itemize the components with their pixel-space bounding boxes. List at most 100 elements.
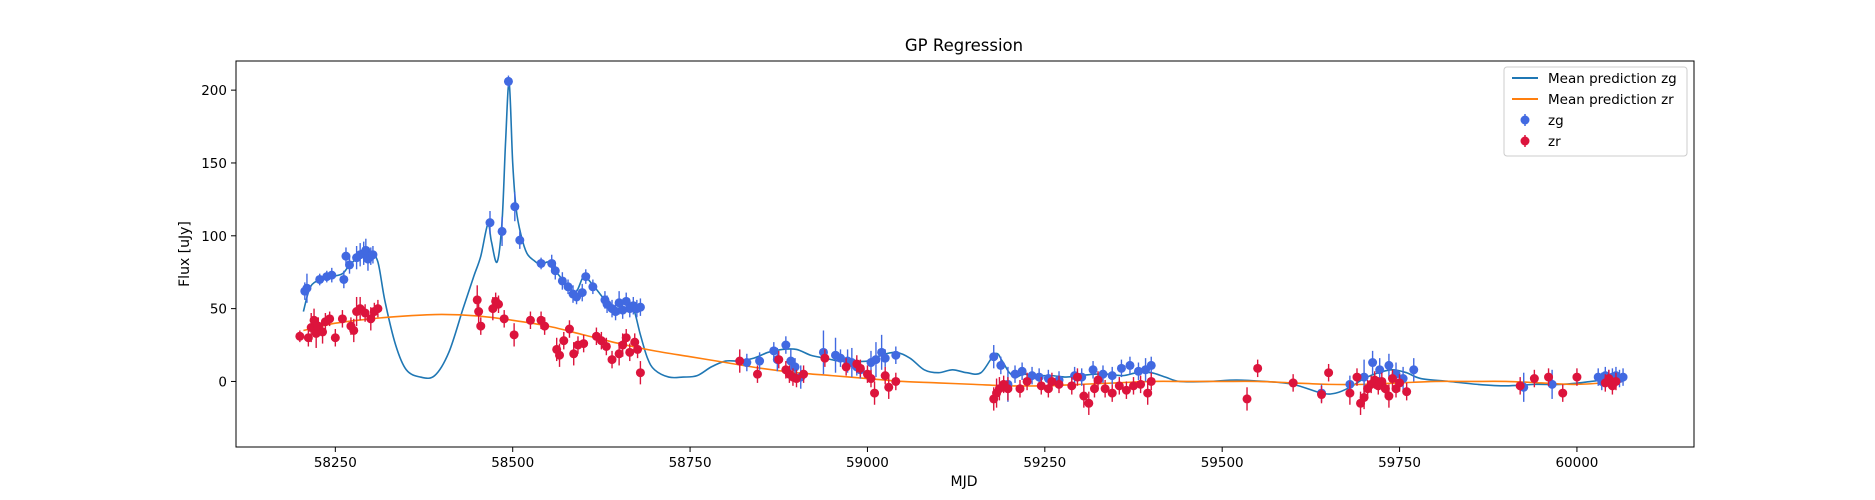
data-point-zr [1136,379,1146,389]
data-point-zg [611,307,621,317]
data-point-zg [550,266,560,276]
data-point-zr [774,355,784,365]
data-point-zr [295,331,305,341]
legend-label-zg: zg [1548,113,1564,129]
data-point-zr [635,368,645,378]
data-point-zr [1054,379,1064,389]
data-point-zr [866,374,876,384]
data-point-zr [625,347,635,357]
data-point-zg [1618,372,1628,382]
data-point-zg [563,282,573,292]
data-point-zr [1003,384,1013,394]
data-point-zr [1242,394,1252,404]
legend: Mean prediction zg Mean prediction zr zg… [1503,66,1688,157]
data-point-zr [373,304,383,314]
data-point-zr [799,369,809,379]
data-point-zr [337,314,347,324]
data-point-zr [476,321,486,331]
data-point-zr [330,333,340,343]
data-point-zr [1072,372,1082,382]
data-point-zr [525,315,535,325]
x-tick-label: 60000 [1555,455,1598,471]
legend-label-mean-zr: Mean prediction zr [1548,92,1674,108]
chart-title: GP Regression [905,36,1023,55]
data-point-zr [855,363,865,373]
data-point-zg [1375,365,1385,375]
data-point-zr [569,349,579,359]
data-point-zg [1547,379,1557,389]
y-tick-label: 100 [201,229,227,245]
data-point-zr [880,371,890,381]
data-point-zg [485,218,495,228]
data-point-zr [1317,390,1327,400]
data-point-zr [1114,381,1124,391]
plot-frame [235,60,1695,448]
data-point-zg [1034,372,1044,382]
data-point-zr [1558,388,1568,398]
data-point-zr [474,307,484,317]
data-point-zg [835,353,845,363]
data-point-zg [781,340,791,350]
data-point-zr [1384,391,1394,401]
data-point-zr [1402,387,1412,397]
x-tick-label: 58750 [669,455,712,471]
legend-label-zr: zr [1548,134,1561,150]
data-point-zg [588,282,598,292]
data-point-zg [1088,365,1098,375]
data-point-zg [1368,358,1378,368]
data-point-zg [769,346,779,356]
x-axis-label: MJD [951,474,978,490]
data-point-zr [540,321,550,331]
legend-marker-zr [1520,135,1530,147]
data-point-zg [515,235,525,245]
data-point-zr [601,341,611,351]
data-point-zg [557,276,567,286]
data-point-zr [494,299,504,309]
data-point-zr [735,356,745,366]
data-point-zr [1036,381,1046,391]
x-tick-label: 59000 [846,455,889,471]
data-point-zg [341,251,351,261]
data-point-zr [472,295,482,305]
data-point-zr [891,376,901,386]
data-point-zg [635,302,645,312]
data-point-zr [1529,374,1539,384]
data-point-zr [1288,378,1298,388]
data-point-zr [1143,388,1153,398]
data-point-zg [536,258,546,268]
data-point-zr [1047,376,1057,386]
data-point-zr [564,324,574,334]
data-point-zg [503,76,513,86]
data-point-zg [510,202,520,212]
data-point-zr [1544,372,1554,382]
y-tick-label: 200 [201,83,227,99]
data-point-zg [368,250,378,260]
data-point-zr [1352,372,1362,382]
data-point-zr [1387,374,1397,384]
data-point-zr [1253,363,1263,373]
data-point-zg [1010,369,1020,379]
x-axis: 58250 58500 58750 59000 59250 59500 59750 60000 [314,447,1598,471]
data-point-zg [345,260,355,270]
y-tick-label: 50 [210,302,227,318]
data-point-zr [1572,372,1582,382]
data-point-zr [360,308,370,318]
data-point-zg [996,360,1006,370]
legend-marker-zg [1520,114,1530,126]
data-point-zg [880,353,890,363]
data-point-zr [752,369,762,379]
legend-label-mean-zg: Mean prediction zg [1548,71,1677,87]
data-point-zg [1409,365,1419,375]
data-point-zr [1146,376,1156,386]
x-tick-label: 58250 [314,455,357,471]
data-point-zr [1395,378,1405,388]
data-point-zg [1359,372,1369,382]
x-tick-label: 59500 [1201,455,1244,471]
data-point-zr [841,362,851,372]
data-point-zr [1015,384,1025,394]
data-point-zg [547,258,557,268]
data-point-zg [302,283,312,293]
data-point-zg [1107,371,1117,381]
y-axis-label: Flux [uJy] [177,221,193,287]
